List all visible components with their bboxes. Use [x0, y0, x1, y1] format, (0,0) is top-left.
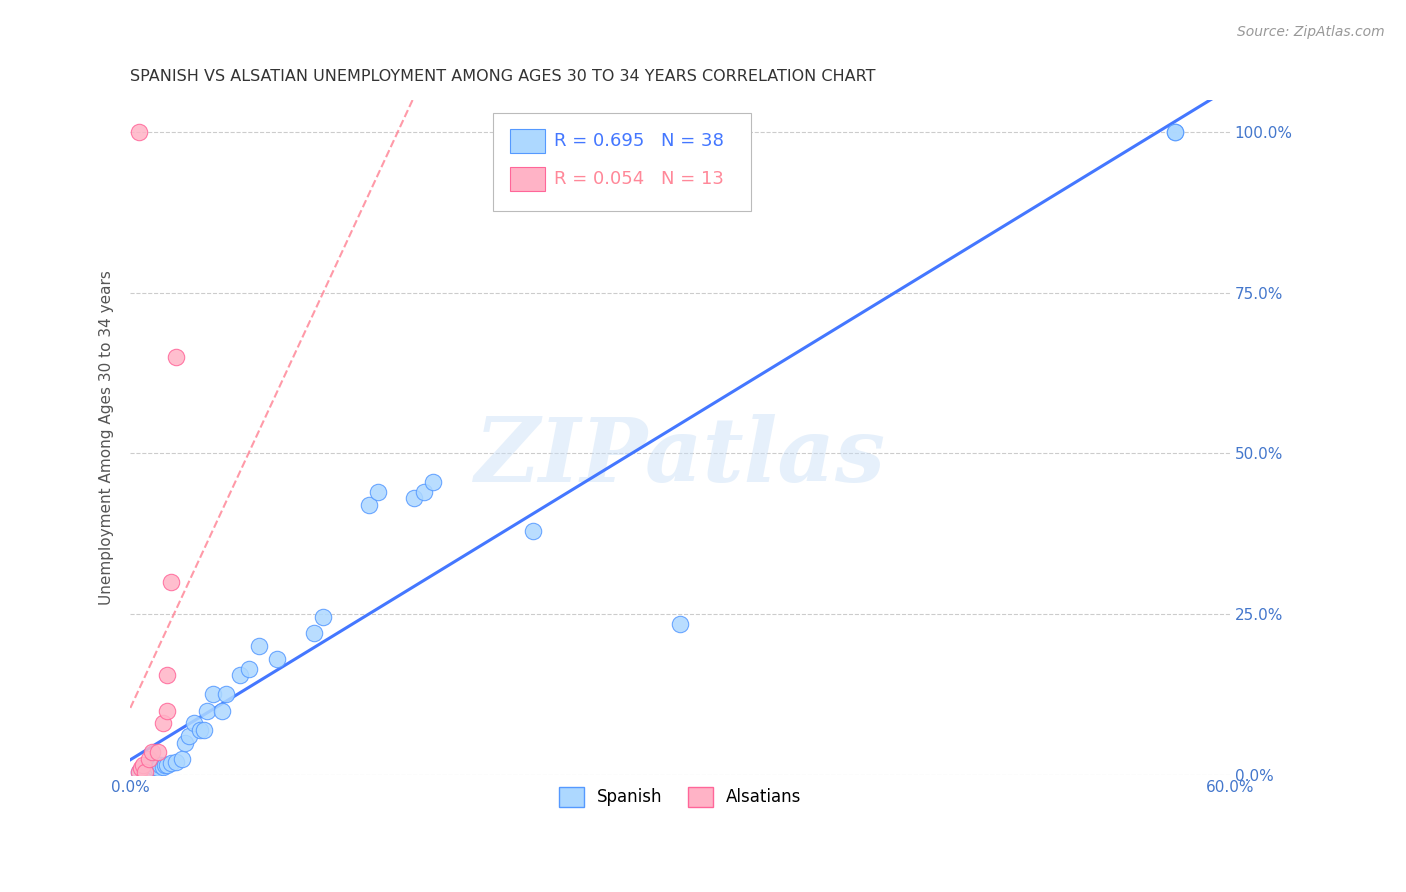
- Point: [138, 752, 160, 766]
- Point: [229, 668, 252, 682]
- FancyBboxPatch shape: [509, 129, 544, 153]
- Point: [134, 761, 156, 775]
- Point: [170, 752, 193, 766]
- Point: [302, 626, 325, 640]
- FancyBboxPatch shape: [509, 167, 544, 191]
- Point: [156, 668, 179, 682]
- Point: [357, 498, 380, 512]
- Point: [188, 723, 211, 737]
- Text: R = 0.054: R = 0.054: [554, 169, 644, 188]
- Text: SPANISH VS ALSATIAN UNEMPLOYMENT AMONG AGES 30 TO 34 YEARS CORRELATION CHART: SPANISH VS ALSATIAN UNEMPLOYMENT AMONG A…: [131, 69, 876, 84]
- Point: [141, 763, 163, 777]
- Point: [156, 704, 179, 718]
- Point: [669, 616, 692, 631]
- Point: [367, 485, 389, 500]
- Point: [159, 756, 181, 771]
- Point: [412, 485, 434, 500]
- Point: [141, 745, 163, 759]
- Point: [522, 524, 544, 538]
- Point: [165, 350, 187, 364]
- Point: [165, 755, 187, 769]
- Point: [153, 758, 176, 772]
- Point: [146, 761, 169, 775]
- Point: [128, 125, 150, 139]
- Point: [422, 475, 444, 490]
- Point: [266, 652, 288, 666]
- Point: [238, 662, 260, 676]
- Point: [132, 758, 155, 772]
- Legend: Spanish, Alsatians: Spanish, Alsatians: [553, 780, 808, 814]
- Point: [214, 688, 236, 702]
- Point: [128, 764, 150, 779]
- Point: [152, 716, 174, 731]
- Point: [247, 640, 270, 654]
- Point: [174, 736, 197, 750]
- Text: N = 13: N = 13: [661, 169, 724, 188]
- Point: [128, 764, 150, 779]
- Y-axis label: Unemployment Among Ages 30 to 34 years: Unemployment Among Ages 30 to 34 years: [100, 270, 114, 605]
- Text: R = 0.695: R = 0.695: [554, 132, 644, 150]
- Point: [149, 758, 172, 772]
- Point: [156, 758, 179, 772]
- Point: [152, 760, 174, 774]
- Point: [193, 723, 215, 737]
- Point: [404, 491, 426, 506]
- Point: [1164, 125, 1187, 139]
- Point: [195, 704, 218, 718]
- Text: ZIPatlas: ZIPatlas: [475, 415, 886, 501]
- Point: [131, 761, 153, 775]
- Point: [183, 716, 205, 731]
- Point: [138, 758, 160, 772]
- Point: [138, 761, 160, 775]
- Text: N = 38: N = 38: [661, 132, 724, 150]
- Point: [143, 760, 166, 774]
- Point: [177, 729, 200, 743]
- Point: [201, 688, 224, 702]
- Point: [134, 764, 156, 779]
- Point: [312, 610, 335, 624]
- Text: Source: ZipAtlas.com: Source: ZipAtlas.com: [1237, 25, 1385, 39]
- Point: [1164, 125, 1187, 139]
- Point: [159, 574, 181, 589]
- Point: [211, 704, 233, 718]
- FancyBboxPatch shape: [494, 113, 751, 211]
- Point: [146, 745, 169, 759]
